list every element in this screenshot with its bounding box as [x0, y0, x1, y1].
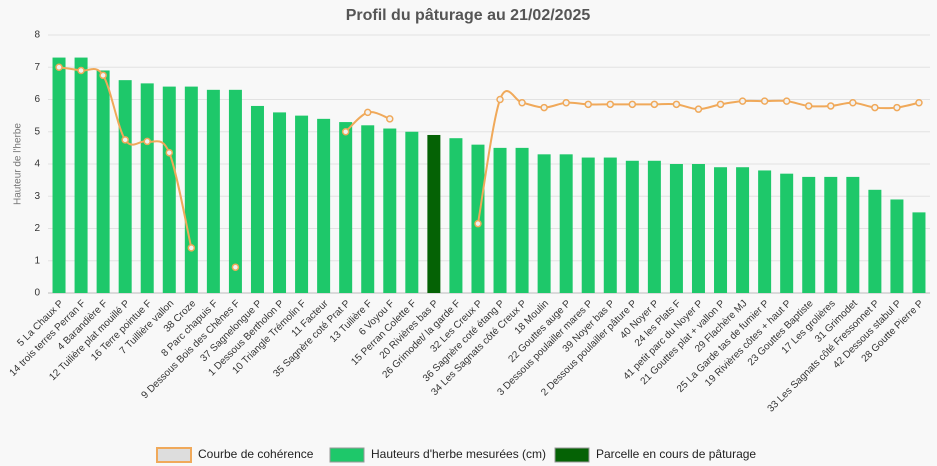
legend-label: Parcelle en cours de pâturage: [596, 447, 756, 461]
bar: [405, 131, 419, 293]
chart-title: Profil du pâturage au 21/02/2025: [346, 7, 591, 24]
y-tick-label: 0: [34, 288, 40, 299]
bar: [162, 86, 176, 293]
line-point: [386, 115, 394, 123]
legend-label: Courbe de cohérence: [198, 447, 314, 461]
legend-swatch: [554, 447, 590, 463]
line-group: [55, 63, 923, 271]
y-tick-label: 7: [34, 62, 40, 73]
line-point: [782, 97, 791, 105]
bar: [736, 167, 750, 293]
y-tick-label: 4: [34, 159, 40, 170]
bar: [691, 164, 705, 293]
legend-swatch: [329, 447, 365, 463]
line-point: [893, 103, 901, 112]
line-point: [562, 98, 570, 107]
line-point: [77, 66, 85, 75]
bar: [317, 118, 331, 293]
bar: [118, 80, 132, 294]
line-point: [871, 103, 879, 112]
y-tick-label: 1: [34, 255, 40, 266]
bar: [537, 154, 551, 293]
line-point: [165, 148, 174, 157]
line-point: [628, 100, 637, 109]
bar: [184, 86, 198, 293]
bar: [228, 89, 242, 293]
bar: [912, 212, 926, 293]
bar: [339, 122, 353, 293]
y-tick-label: 6: [34, 94, 40, 105]
bar: [52, 57, 66, 294]
bar: [603, 157, 617, 293]
line-point: [231, 263, 240, 271]
bar: [427, 134, 441, 293]
bar: [846, 176, 860, 293]
bar: [802, 176, 816, 293]
line-point: [760, 97, 769, 105]
line-point: [716, 100, 725, 109]
bar: [74, 57, 88, 294]
line-point: [496, 95, 504, 104]
bar: [890, 199, 904, 293]
line-point: [849, 98, 857, 107]
bar: [383, 128, 397, 293]
y-tick-label: 8: [34, 30, 40, 41]
bar: [780, 173, 794, 293]
line-point: [584, 100, 592, 109]
bar: [295, 115, 309, 293]
line-point: [915, 98, 923, 107]
y-tick-label: 2: [34, 223, 40, 234]
bar: [868, 189, 882, 293]
line-point: [99, 71, 107, 80]
y-tick-label: 5: [34, 126, 40, 137]
bar: [515, 147, 529, 293]
line-point: [827, 102, 835, 110]
y-axis-label: Hauteur de l'herbe: [13, 123, 24, 205]
line-point: [474, 219, 482, 228]
y-tick-label: 3: [34, 191, 40, 202]
line-point: [650, 100, 659, 109]
bar: [625, 160, 639, 293]
legend-swatch: [156, 447, 192, 463]
line-point: [121, 136, 129, 144]
line-point: [606, 100, 615, 109]
bar: [140, 83, 154, 293]
line-point: [55, 63, 63, 71]
bar: [559, 154, 573, 293]
bar: [493, 147, 507, 293]
bar: [250, 105, 264, 293]
line-point: [518, 98, 526, 107]
bar: [273, 112, 287, 294]
bar: [361, 125, 375, 293]
bar: [669, 164, 683, 293]
line-point: [694, 105, 703, 113]
legend-label: Hauteurs d'herbe mesurées (cm): [371, 447, 546, 461]
bar: [96, 70, 110, 293]
line-point: [540, 103, 548, 112]
line-point: [738, 97, 747, 105]
bar: [714, 167, 728, 293]
bar: [449, 138, 463, 293]
line-point: [672, 100, 681, 109]
bar: [758, 170, 772, 293]
line-point: [143, 137, 151, 146]
line-point: [804, 102, 813, 110]
bar: [581, 157, 595, 293]
line-point: [341, 128, 350, 136]
line-point: [187, 244, 196, 252]
bar: [206, 89, 220, 293]
bar: [824, 176, 838, 293]
line-point: [363, 108, 372, 117]
bar: [647, 160, 661, 293]
